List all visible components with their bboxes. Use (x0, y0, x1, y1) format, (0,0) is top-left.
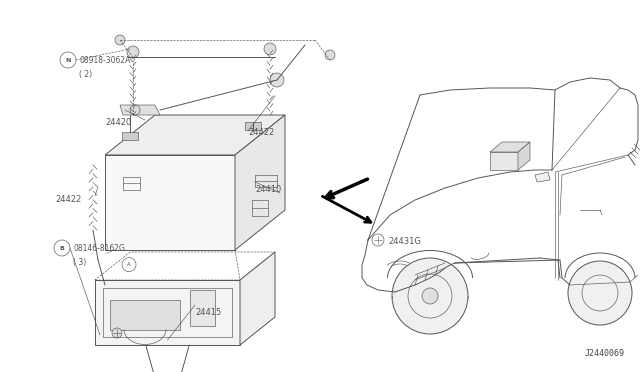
Polygon shape (95, 280, 240, 345)
Circle shape (115, 35, 125, 45)
Text: 24420: 24420 (105, 118, 131, 127)
Circle shape (112, 328, 122, 338)
Circle shape (392, 258, 468, 334)
Circle shape (270, 73, 284, 87)
Polygon shape (105, 115, 285, 155)
Circle shape (264, 43, 276, 55)
Polygon shape (490, 152, 518, 170)
Text: 08918-3062A: 08918-3062A (79, 56, 131, 65)
Circle shape (130, 105, 140, 115)
Circle shape (568, 261, 632, 325)
Circle shape (325, 50, 335, 60)
Polygon shape (110, 299, 180, 330)
Circle shape (422, 288, 438, 304)
Polygon shape (535, 172, 550, 182)
Text: 24415: 24415 (195, 308, 221, 317)
Text: J2440069: J2440069 (585, 349, 625, 358)
Text: A: A (127, 262, 131, 267)
Polygon shape (190, 290, 215, 326)
Text: 24410: 24410 (255, 185, 281, 194)
Polygon shape (518, 142, 530, 170)
Text: B: B (60, 246, 65, 250)
Text: ( 3): ( 3) (73, 258, 86, 267)
Polygon shape (490, 142, 530, 152)
Text: 24431G: 24431G (388, 237, 421, 246)
Text: 24422: 24422 (248, 128, 275, 137)
Text: 24422: 24422 (55, 195, 81, 204)
Circle shape (127, 46, 139, 58)
Polygon shape (244, 122, 260, 130)
Polygon shape (105, 155, 235, 250)
Polygon shape (235, 115, 285, 250)
Polygon shape (240, 252, 275, 345)
Text: 08146-8162G: 08146-8162G (73, 244, 125, 253)
Polygon shape (122, 132, 138, 140)
Text: N: N (65, 58, 70, 62)
Polygon shape (120, 105, 160, 115)
Text: ( 2): ( 2) (79, 70, 92, 79)
